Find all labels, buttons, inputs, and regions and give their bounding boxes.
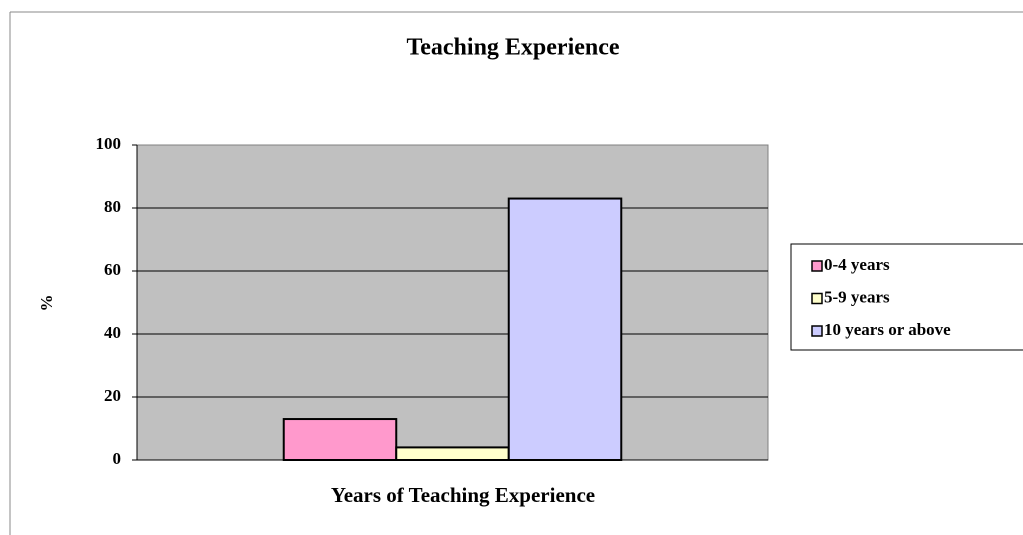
x-axis-label: Years of Teaching Experience — [331, 483, 595, 507]
plot-area — [136, 144, 769, 461]
bar — [507, 197, 623, 462]
y-tick-label: 0 — [113, 449, 122, 468]
y-tick-label: 100 — [96, 134, 122, 153]
legend — [790, 243, 1023, 351]
chart-title: Teaching Experience — [406, 35, 619, 61]
y-axis-label: % — [37, 295, 56, 312]
bar — [282, 418, 398, 461]
y-tick-label: 60 — [104, 260, 121, 279]
y-tick-label: 40 — [104, 323, 121, 342]
legend-swatch — [811, 292, 823, 305]
legend-label: 0-4 years — [824, 255, 890, 274]
y-tick-label: 20 — [104, 386, 121, 405]
legend-swatch — [811, 260, 823, 272]
legend-label: 10 years or above — [824, 320, 951, 339]
legend-swatch — [811, 325, 823, 337]
y-tick-label: 80 — [104, 197, 121, 216]
legend-label: 5-9 years — [824, 287, 890, 306]
bar — [395, 446, 510, 461]
